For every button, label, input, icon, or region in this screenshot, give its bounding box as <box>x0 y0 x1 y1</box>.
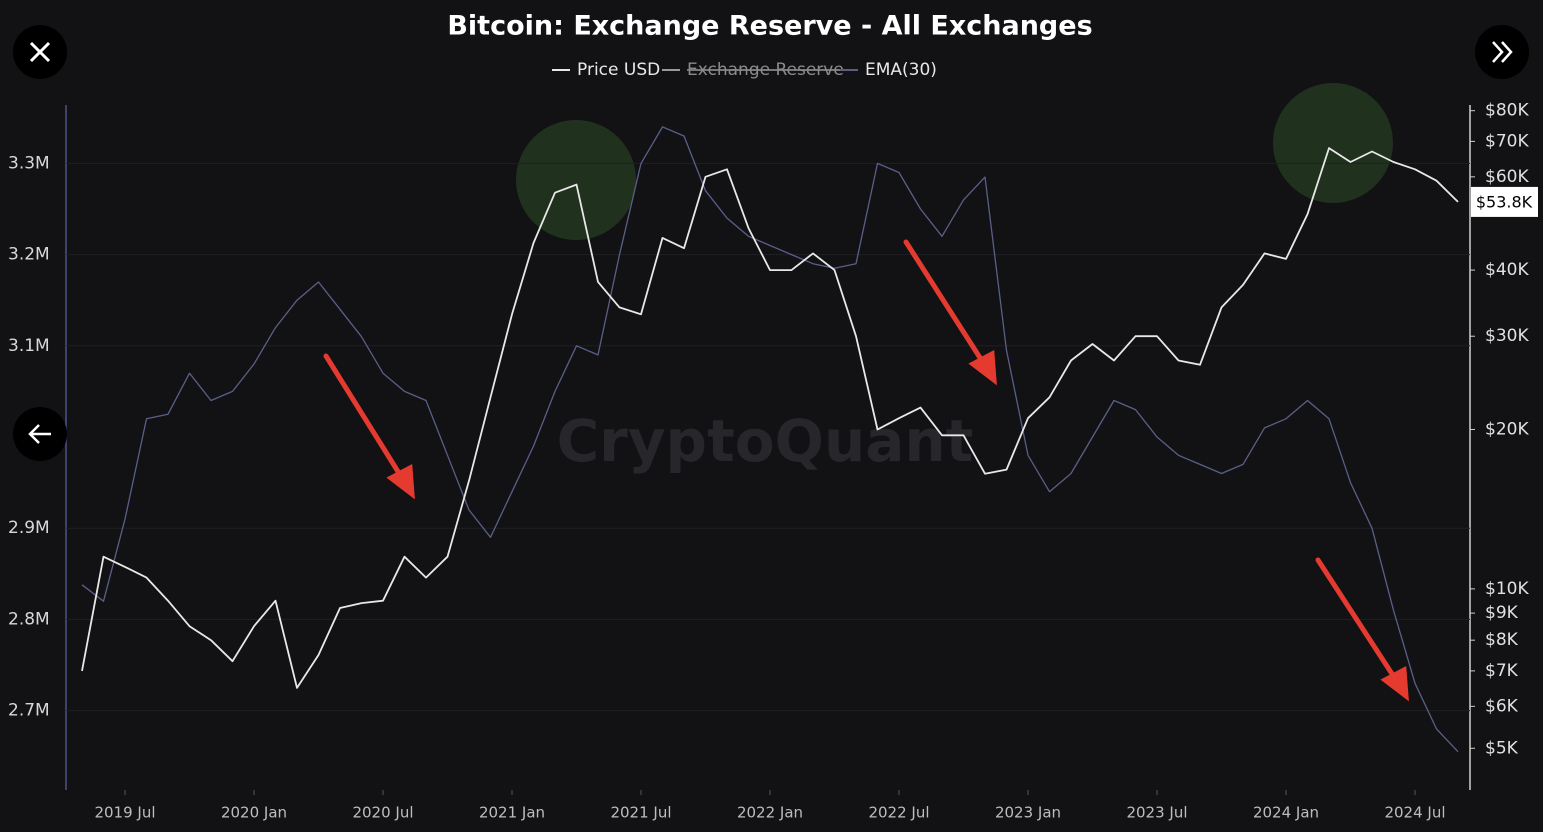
y2-tick-label: $70K <box>1485 131 1529 151</box>
y-tick-label: 3.3M <box>8 153 50 173</box>
highlight-circle <box>1273 83 1393 203</box>
x-tick-label: 2021 Jul <box>610 804 671 822</box>
y-tick-label: 2.8M <box>8 609 50 629</box>
x-tick-label: 2024 Jan <box>1253 804 1319 822</box>
arrow <box>323 353 405 481</box>
y2-tick-label: $40K <box>1485 260 1529 280</box>
x-tick-label: 2021 Jan <box>479 804 545 822</box>
y2-tick-label: $6K <box>1485 696 1519 716</box>
back-button[interactable] <box>13 407 67 461</box>
y2-tick-label: $10K <box>1485 579 1529 599</box>
arrowhead <box>968 350 997 386</box>
y-tick-label: 2.7M <box>8 701 50 721</box>
watermark: CryptoQuant <box>557 407 974 475</box>
y-tick-label: 3.2M <box>8 245 50 265</box>
close-button[interactable] <box>13 25 67 79</box>
y2-tick-label: $30K <box>1485 326 1529 346</box>
price-badge <box>1471 186 1538 217</box>
y2-tick-label: $5K <box>1485 738 1519 758</box>
arrow <box>903 239 987 367</box>
y-tick-label: 2.9M <box>8 518 50 538</box>
legend: Price USD Exchange Reserve EMA(30) <box>552 60 937 80</box>
legend-item: EMA(30) <box>840 60 937 80</box>
x-tick-label: 2024 Jul <box>1384 804 1445 822</box>
annotation-arrows <box>323 239 1409 702</box>
plot-area: 2.7M 2.8M 2.9M 3.1M 3.2M 3.3M $5K $6K $7K $8K $9K $… <box>8 101 1538 822</box>
legend-label: EMA(30) <box>865 60 937 80</box>
arrowhead <box>1380 666 1409 702</box>
price-badge-label: $53.8K <box>1476 192 1533 211</box>
x-tick-label: 2022 Jan <box>737 804 803 822</box>
legend-item: Exchange Reserve <box>662 60 844 80</box>
highlight-circle <box>516 120 636 240</box>
arrowhead <box>386 464 415 500</box>
x-tick-label: 2023 Jul <box>1126 804 1187 822</box>
x-tick-label: 2022 Jul <box>868 804 929 822</box>
arrow <box>1315 557 1399 683</box>
y2-tick-label: $7K <box>1485 661 1519 681</box>
expand-icon <box>1492 41 1513 63</box>
x-tick-label: 2020 Jul <box>352 804 413 822</box>
chart-title: Bitcoin: Exchange Reserve - All Exchange… <box>447 11 1092 42</box>
series-line <box>81 126 1459 753</box>
y2-tick-label: $9K <box>1485 603 1519 623</box>
series-line <box>81 147 1459 689</box>
y2-tick-label: $80K <box>1485 101 1529 121</box>
legend-label: Price USD <box>577 60 660 80</box>
x-tick-label: 2020 Jan <box>221 804 287 822</box>
x-tick-label: 2019 Jul <box>94 804 155 822</box>
y2-tick-label: $8K <box>1485 630 1519 650</box>
legend-item: Price USD <box>552 60 660 80</box>
x-tick-label: 2023 Jan <box>995 804 1061 822</box>
y2-tick-label: $60K <box>1485 167 1529 187</box>
legend-label: Exchange Reserve <box>687 60 844 80</box>
back-icon <box>28 424 51 444</box>
y2-tick-label: $20K <box>1485 419 1529 439</box>
expand-button[interactable] <box>1475 25 1529 79</box>
y-tick-label: 3.1M <box>8 336 50 356</box>
close-icon <box>29 41 51 63</box>
